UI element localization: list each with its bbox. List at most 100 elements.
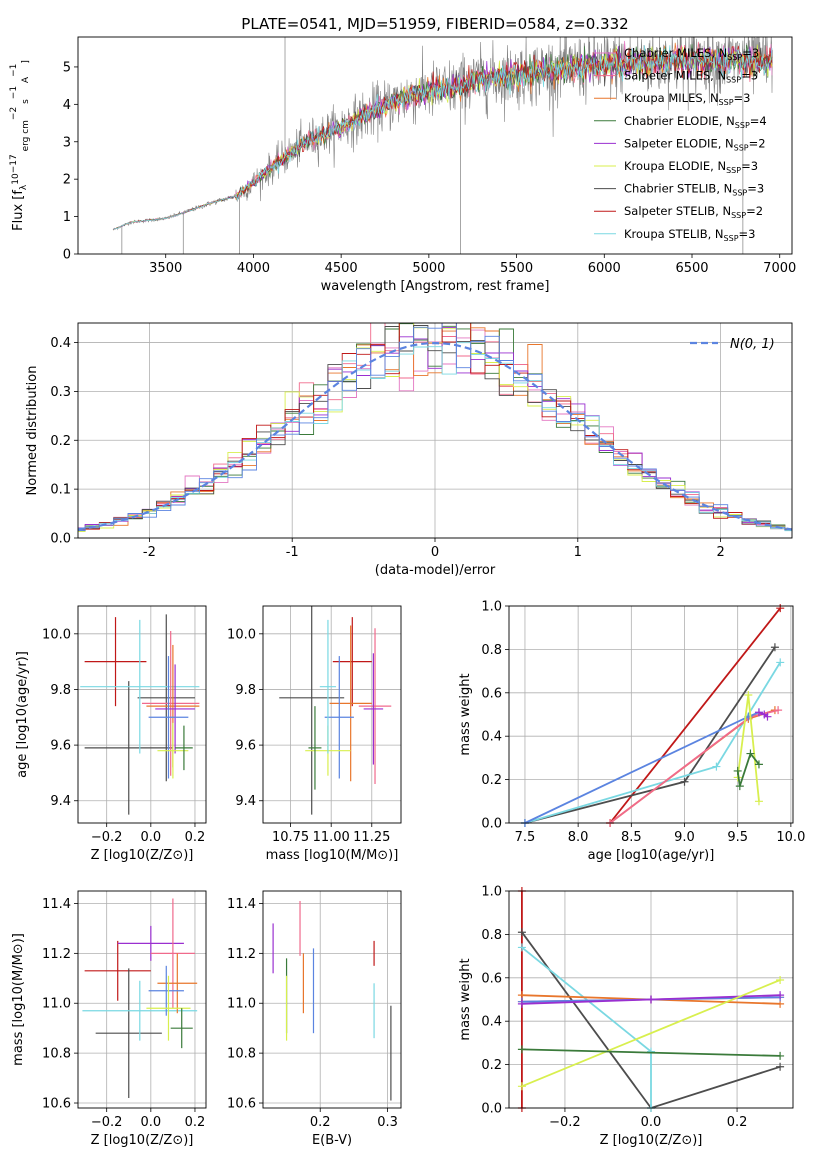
weight-marker — [517, 999, 526, 1008]
weight-vs-metallicity-panel: −0.2 0.0 0.2 0.0 0.2 0.4 0.6 0.8 1.0 Z [log10(Z/Z… — [458, 885, 794, 1148]
x-tick-label: 8.0 — [568, 830, 589, 845]
y-axis-label-part: ] — [21, 60, 31, 64]
y-axis-label-part: s — [21, 99, 31, 107]
y-tick-label: 0.4 — [481, 730, 502, 745]
model-spectrum-line — [113, 45, 773, 231]
x-tick-label: −0.2 — [91, 1115, 123, 1130]
y-tick-label: 11.2 — [227, 947, 256, 962]
weight-marker — [776, 1062, 785, 1071]
legend-entry: Chabrier STELIB, NSSP=3 — [624, 182, 764, 198]
y-tick-label: 0.6 — [481, 686, 502, 701]
legend-entry-name: Salpeter ELODIE, N — [624, 136, 734, 150]
y-tick-label: 0 — [63, 248, 71, 263]
x-tick-label: 1 — [574, 545, 582, 560]
y-tick-label: 1.0 — [481, 885, 502, 900]
x-axis-label: wavelength [Angstrom, rest frame] — [321, 279, 550, 294]
x-tick-label: -2 — [143, 545, 156, 560]
y-tick-label: 11.4 — [42, 897, 71, 912]
normal-curve-line — [77, 341, 793, 531]
legend-entry: Salpeter MILES, NSSP=3 — [624, 69, 758, 85]
legend-entry: Kroupa ELODIE, NSSP=3 — [624, 159, 758, 175]
y-axis-label-part: λ — [19, 184, 29, 190]
y-tick-label: 11.4 — [227, 897, 256, 912]
y-axis-label-part: −17 — [9, 154, 19, 173]
legend-entry-value: =3 — [741, 69, 758, 83]
x-tick-label: 11.25 — [353, 830, 390, 845]
weight-marker — [517, 1082, 526, 1091]
x-tick-label: -1 — [286, 545, 299, 560]
mass-vs-metallicity-panel: −0.2 0.0 0.2 10.6 10.8 11.0 11.2 11.4 Z [log10(Z… — [11, 890, 207, 1148]
legend-entry: Salpeter STELIB, NSSP=2 — [624, 204, 763, 220]
age-vs-metallicity-panel: −0.2 0.0 0.2 9.4 9.6 9.8 10.0 Z [log10(Z/Z⊙)] ag… — [15, 605, 207, 863]
y-tick-label: 0.2 — [50, 434, 71, 449]
y-tick-label: 9.8 — [235, 683, 256, 698]
y-tick-label: 11.2 — [42, 947, 71, 962]
x-tick-label: 9.5 — [727, 830, 748, 845]
legend-entry-name: Salpeter MILES, N — [624, 69, 726, 83]
y-axis-label: Normed distribution — [25, 366, 40, 496]
y-axis-label-part: −1 — [9, 64, 19, 77]
legend-entry-value: =2 — [746, 204, 763, 218]
y-tick-label: 10.8 — [227, 1047, 256, 1062]
weight-marker — [746, 749, 755, 758]
legend-entry-subscript: SSP — [726, 76, 741, 85]
y-axis-label: age [log10(age/yr)] — [15, 651, 30, 778]
weight-vs-age-panel: 7.5 8.0 8.5 9.0 9.5 10.0 0.0 0.2 0.4 0.6 0.8 1.0 age… — [458, 600, 805, 864]
legend-entry: Chabrier MILES, NSSP=3 — [624, 46, 759, 62]
y-tick-label: 10.6 — [42, 1097, 71, 1112]
y-tick-label: 9.4 — [235, 794, 256, 809]
weight-marker — [517, 928, 526, 937]
y-tick-label: 9.8 — [50, 683, 71, 698]
legend-entry-name: Chabrier ELODIE, N — [624, 114, 735, 128]
x-tick-label: 10.75 — [272, 830, 309, 845]
weight-marker — [763, 712, 772, 721]
y-axis-label: mass [log10(M/M⊙)] — [11, 933, 26, 1066]
weight-marker — [776, 604, 785, 613]
y-tick-label: 0.8 — [481, 643, 502, 658]
y-tick-label: 10.8 — [42, 1047, 71, 1062]
y-tick-label: 0.2 — [481, 1058, 502, 1073]
x-tick-label: 9.0 — [674, 830, 695, 845]
x-axis-label: age [log10(age/yr)] — [588, 848, 715, 863]
y-axis-label: mass weight — [458, 673, 473, 755]
weight-series-line — [609, 607, 781, 824]
weight-marker — [647, 995, 655, 1004]
weight-marker — [776, 975, 785, 984]
y-axis-label-part: 10 — [11, 173, 21, 185]
y-tick-label: 0.3 — [50, 385, 71, 400]
legend-entry-value: =3 — [739, 227, 756, 241]
x-tick-label: 0.2 — [310, 1115, 331, 1130]
y-tick-label: 1 — [63, 210, 71, 225]
y-tick-label: 4 — [63, 98, 71, 113]
y-tick-label: 0.2 — [481, 773, 502, 788]
y-tick-label: 0.0 — [50, 532, 71, 547]
axes-frame — [77, 322, 793, 539]
legend-entry-subscript: SSP — [724, 234, 739, 243]
axes-frame — [77, 36, 793, 255]
x-tick-label: 6500 — [675, 261, 708, 276]
y-tick-label: 10.0 — [42, 627, 71, 642]
x-tick-label: −0.2 — [91, 830, 123, 845]
legend-entry-value: =3 — [747, 182, 764, 196]
y-tick-label: 5 — [63, 60, 71, 75]
weight-series-line — [609, 709, 776, 824]
y-tick-label: 9.6 — [235, 739, 256, 754]
legend-entry-value: =3 — [742, 46, 759, 60]
legend-entry-subscript: SSP — [735, 121, 750, 130]
y-tick-label: 0.0 — [481, 1102, 502, 1117]
x-tick-label: 2 — [716, 545, 724, 560]
legend-entry-subscript: SSP — [731, 211, 746, 220]
x-tick-label: 0.0 — [140, 830, 161, 845]
legend-entry: Kroupa STELIB, NSSP=3 — [624, 227, 755, 243]
axes-frame — [77, 605, 207, 824]
x-tick-label: 4500 — [325, 261, 358, 276]
weight-marker — [754, 708, 763, 717]
x-tick-label: 5500 — [500, 261, 533, 276]
y-axis-label-part: −1 — [9, 86, 19, 99]
x-tick-label: −0.2 — [549, 1115, 581, 1130]
histogram-step-line — [78, 323, 792, 532]
y-tick-label: 10.0 — [227, 627, 256, 642]
legend-entry-value: =4 — [750, 114, 767, 128]
weight-marker — [776, 1051, 785, 1060]
